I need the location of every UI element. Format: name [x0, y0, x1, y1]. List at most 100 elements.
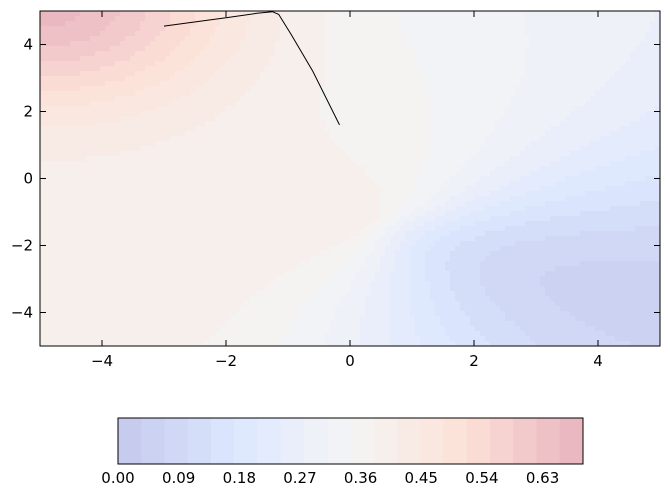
- contour-cell: [40, 86, 46, 92]
- contour-cell: [215, 176, 221, 182]
- contour-cell: [95, 191, 101, 197]
- contour-cell: [540, 46, 546, 52]
- contour-cell: [295, 51, 301, 57]
- contour-cell: [210, 186, 216, 192]
- contour-cell: [225, 211, 231, 217]
- contour-cell: [575, 101, 581, 107]
- contour-cell: [205, 41, 211, 47]
- contour-cell: [255, 181, 261, 187]
- contour-cell: [340, 166, 346, 172]
- contour-cell: [255, 36, 261, 42]
- contour-cell: [445, 171, 451, 177]
- contour-cell: [195, 66, 201, 72]
- contour-cell: [525, 16, 531, 22]
- contour-cell: [50, 66, 56, 72]
- contour-cell: [380, 56, 386, 62]
- contour-cell: [470, 206, 476, 212]
- contour-cell: [625, 81, 631, 87]
- contour-cell: [225, 111, 231, 117]
- contour-cell: [640, 186, 646, 192]
- contour-cell: [55, 96, 61, 102]
- contour-cell: [75, 126, 81, 132]
- contour-cell: [265, 21, 271, 27]
- contour-cell: [400, 16, 406, 22]
- contour-cell: [150, 51, 156, 57]
- contour-cell: [610, 121, 616, 127]
- contour-cell: [220, 106, 226, 112]
- contour-cell: [525, 106, 531, 112]
- contour-cell: [140, 111, 146, 117]
- contour-cell: [540, 196, 546, 202]
- contour-cell: [275, 171, 281, 177]
- contour-cell: [600, 166, 606, 172]
- contour-cell: [575, 16, 581, 22]
- contour-cell: [445, 76, 451, 82]
- contour-cell: [550, 21, 556, 27]
- contour-cell: [595, 156, 601, 162]
- contour-cell: [615, 76, 621, 82]
- contour-cell: [455, 186, 461, 192]
- contour-cell: [205, 176, 211, 182]
- contour-cell: [330, 101, 336, 107]
- contour-cell: [120, 211, 126, 217]
- contour-cell: [550, 96, 556, 102]
- contour-cell: [640, 171, 646, 177]
- contour-cell: [270, 131, 276, 137]
- contour-cell: [310, 191, 316, 197]
- contour-cell: [510, 156, 516, 162]
- contour-cell: [430, 206, 436, 212]
- contour-cell: [495, 26, 501, 32]
- contour-cell: [240, 66, 246, 72]
- contour-cell: [470, 81, 476, 87]
- contour-cell: [210, 31, 216, 37]
- contour-cell: [235, 126, 241, 132]
- contour-cell: [115, 181, 121, 187]
- contour-cell: [400, 96, 406, 102]
- contour-cell: [265, 171, 271, 177]
- contour-cell: [420, 101, 426, 107]
- contour-cell: [105, 206, 111, 212]
- contour-cell: [255, 146, 261, 152]
- contour-cell: [200, 151, 206, 157]
- contour-cell: [290, 21, 296, 27]
- contour-cell: [530, 71, 536, 77]
- contour-cell: [495, 126, 501, 132]
- contour-cell: [470, 106, 476, 112]
- contour-cell: [65, 171, 71, 177]
- contour-cell: [355, 46, 361, 52]
- contour-cell: [255, 166, 261, 172]
- contour-cell: [160, 106, 166, 112]
- contour-cell: [300, 166, 306, 172]
- contour-cell: [305, 31, 311, 37]
- contour-cell: [465, 36, 471, 42]
- contour-cell: [510, 111, 516, 117]
- contour-cell: [325, 11, 331, 17]
- contour-cell: [500, 136, 506, 142]
- contour-cell: [620, 31, 626, 37]
- contour-cell: [85, 161, 91, 167]
- contour-cell: [155, 141, 161, 147]
- contour-cell: [385, 186, 391, 192]
- contour-cell: [465, 156, 471, 162]
- contour-cell: [270, 191, 276, 197]
- contour-cell: [160, 81, 166, 87]
- contour-cell: [130, 61, 136, 67]
- contour-cell: [490, 121, 496, 127]
- contour-cell: [100, 161, 106, 167]
- contour-cell: [155, 201, 161, 207]
- contour-cell: [165, 81, 171, 87]
- contour-cell: [640, 31, 646, 37]
- contour-cell: [650, 136, 656, 142]
- contour-cell: [435, 116, 441, 122]
- contour-cell: [415, 76, 421, 82]
- contour-cell: [470, 96, 476, 102]
- contour-cell: [145, 131, 151, 137]
- contour-cell: [310, 66, 316, 72]
- contour-cell: [100, 61, 106, 67]
- contour-cell: [190, 86, 196, 92]
- contour-cell: [460, 126, 466, 132]
- contour-cell: [450, 86, 456, 92]
- contour-cell: [430, 121, 436, 127]
- contour-cell: [295, 41, 301, 47]
- contour-cell: [405, 121, 411, 127]
